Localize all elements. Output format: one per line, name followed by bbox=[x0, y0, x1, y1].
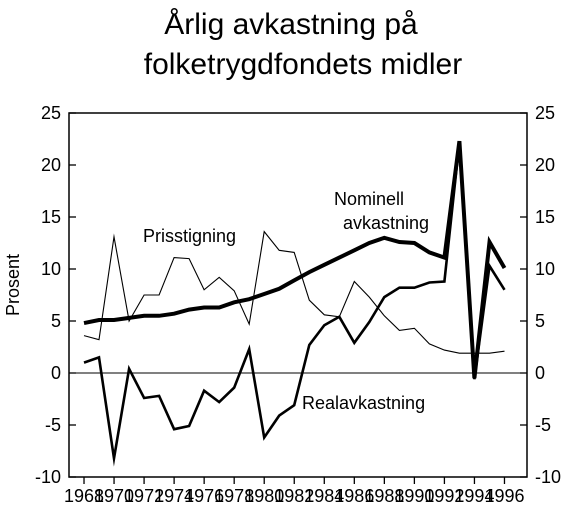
y-tick-label-right: 5 bbox=[535, 311, 545, 331]
x-tick-label: 1968 bbox=[64, 486, 104, 506]
y-tick-label-right: 0 bbox=[535, 363, 545, 383]
x-tick-label: 1984 bbox=[304, 486, 344, 506]
x-tick-label: 1970 bbox=[94, 486, 134, 506]
chart-title-line-1: Årlig avkastning på bbox=[164, 8, 418, 41]
annotation-prisstigning: Prisstigning bbox=[143, 226, 236, 246]
x-tick-label: 1986 bbox=[334, 486, 374, 506]
y-tick-label-left: -5 bbox=[45, 415, 61, 435]
y-tick-label-right: 20 bbox=[535, 155, 555, 175]
y-tick-label-right: 15 bbox=[535, 207, 555, 227]
y-tick-label-left: 0 bbox=[51, 363, 61, 383]
x-tick-label: 1982 bbox=[274, 486, 314, 506]
chart-title-line-2: folketrygdfondets midler bbox=[144, 48, 463, 81]
y-tick-label-left: 10 bbox=[41, 259, 61, 279]
y-tick-label-left: 15 bbox=[41, 207, 61, 227]
x-tick-label: 1994 bbox=[454, 486, 494, 506]
y-axis-label: Prosent bbox=[3, 254, 23, 316]
annotation-nominell-line-2: avkastning bbox=[343, 213, 429, 233]
y-tick-label-left: 20 bbox=[41, 155, 61, 175]
y-tick-label-right: -10 bbox=[535, 467, 561, 487]
x-tick-label: 1978 bbox=[214, 486, 254, 506]
annotation-realavkastning: Realavkastning bbox=[302, 393, 425, 413]
x-tick-label: 1972 bbox=[124, 486, 164, 506]
x-tick-label: 1974 bbox=[154, 486, 194, 506]
x-tick-label: 1992 bbox=[424, 486, 464, 506]
x-tick-label: 1980 bbox=[244, 486, 284, 506]
x-tick-label: 1988 bbox=[364, 486, 404, 506]
x-tick-label: 1976 bbox=[184, 486, 224, 506]
x-tick-label: 1990 bbox=[394, 486, 434, 506]
y-tick-label-right: 10 bbox=[535, 259, 555, 279]
plot-frame bbox=[68, 112, 528, 478]
y-tick-label-right: 25 bbox=[535, 103, 555, 123]
x-tick-label: 1996 bbox=[484, 486, 524, 506]
y-tick-label-left: 25 bbox=[41, 103, 61, 123]
series-line-nominell-avkastning bbox=[83, 140, 507, 379]
series-line-prisstigning bbox=[83, 230, 505, 354]
y-tick-label-left: -10 bbox=[35, 467, 61, 487]
annotation-nominell-line-1: Nominell bbox=[334, 189, 404, 209]
series-line-realavkastning bbox=[83, 141, 506, 467]
y-tick-label-left: 5 bbox=[51, 311, 61, 331]
y-tick-label-right: -5 bbox=[535, 415, 551, 435]
